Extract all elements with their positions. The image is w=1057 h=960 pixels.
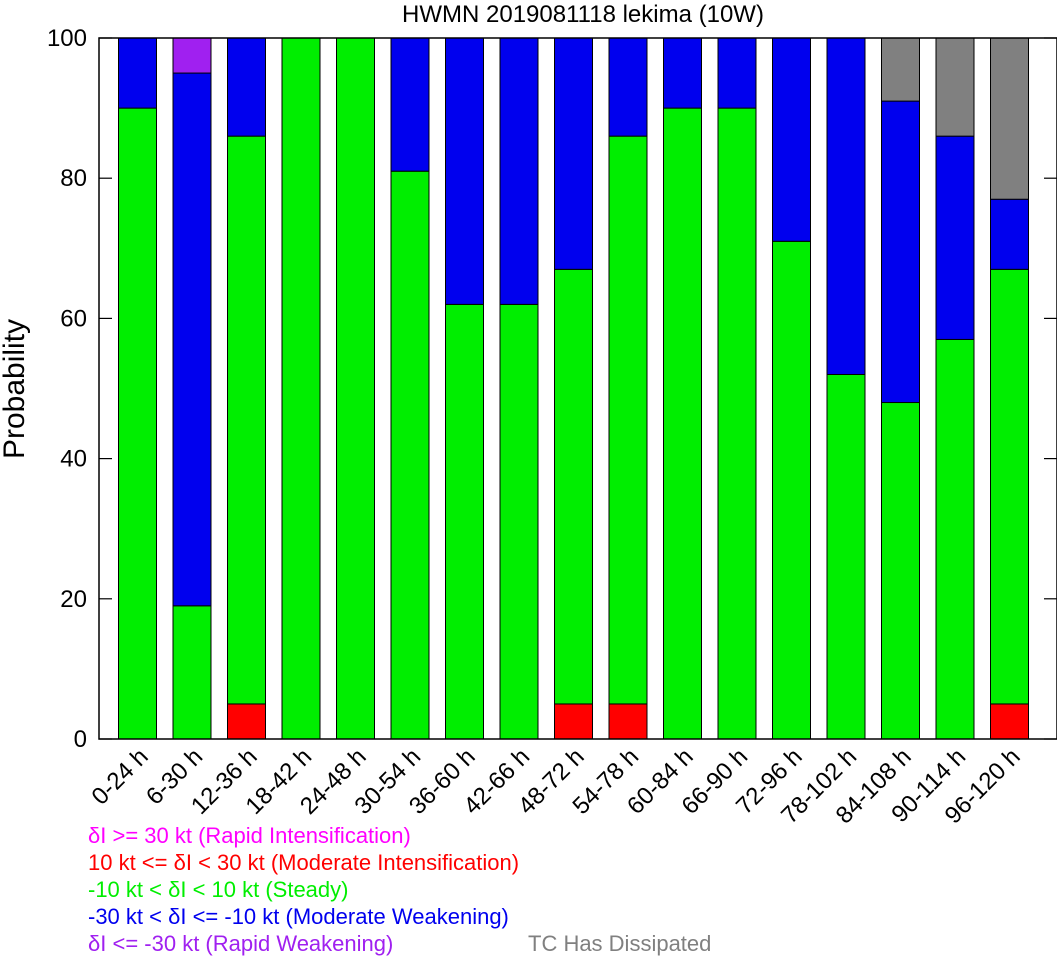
bar-segment xyxy=(881,100,920,404)
bar-segment xyxy=(445,37,484,305)
bar-segment xyxy=(118,107,157,740)
bar-segment xyxy=(608,703,648,740)
y-tick-label: 60 xyxy=(60,305,87,332)
bar-segment xyxy=(336,37,375,740)
bar-segment xyxy=(554,703,593,740)
bar-segment xyxy=(772,37,811,242)
bar-segment xyxy=(990,37,1029,200)
bar-segment xyxy=(390,37,430,172)
bar-segment xyxy=(227,703,266,740)
bar-segment xyxy=(554,37,593,270)
plot-frame xyxy=(98,37,1057,740)
x-axis: 0-24 h6-30 h12-36 h18-42 h24-48 h30-54 h… xyxy=(87,743,1026,829)
bar-segment xyxy=(990,198,1029,270)
legend-item-steady: -10 kt < δI < 10 kt (Steady) xyxy=(88,877,349,902)
bar-segment xyxy=(881,402,920,740)
bar-segment xyxy=(990,703,1029,740)
bar-segment xyxy=(826,373,866,740)
bar-segment xyxy=(281,37,321,740)
bar-segment xyxy=(390,170,430,740)
y-tick-label: 40 xyxy=(60,446,87,473)
bar-segment xyxy=(499,303,539,740)
y-tick-label: 80 xyxy=(60,165,87,192)
chart-title: HWMN 2019081118 lekima (10W) xyxy=(402,1,764,28)
bar-segment xyxy=(935,135,975,340)
bar-segment xyxy=(172,605,212,740)
bar-segment xyxy=(227,37,266,137)
y-tick-label: 20 xyxy=(60,586,87,613)
bar-segment xyxy=(118,37,157,109)
legend-item-rapid-weakening: δI <= -30 kt (Rapid Weakening) xyxy=(88,931,394,956)
bar-segment xyxy=(608,135,648,705)
bar-segment xyxy=(554,268,593,705)
y-tick-label: 0 xyxy=(74,726,87,753)
legend-item-dissipated: TC Has Dissipated xyxy=(528,931,712,956)
bar-segment xyxy=(990,268,1029,705)
bar-segment xyxy=(499,37,539,305)
legend-item-rapid-intensification: δI >= 30 kt (Rapid Intensification) xyxy=(88,823,411,848)
bars-group xyxy=(118,37,1029,740)
x-tick-label: 0-24 h xyxy=(87,743,154,810)
legend-item-moderate-intensification: 10 kt <= δI < 30 kt (Moderate Intensific… xyxy=(88,850,520,875)
bar-segment xyxy=(717,37,757,109)
legend-item-moderate-weakening: -30 kt < δI <= -10 kt (Moderate Weakenin… xyxy=(88,904,509,929)
y-tick-label: 100 xyxy=(47,25,87,52)
bar-segment xyxy=(826,37,866,375)
bar-segment xyxy=(935,37,975,137)
bar-segment xyxy=(172,37,212,74)
bar-segment xyxy=(663,107,702,740)
bar-segment xyxy=(445,303,484,740)
y-axis: 0 20 40 60 80 100 xyxy=(47,25,1057,753)
bar-segment xyxy=(881,37,920,102)
bar-segment xyxy=(172,72,212,607)
bar-segment xyxy=(608,37,648,137)
bar-segment xyxy=(717,107,757,740)
bar-segment xyxy=(935,338,975,740)
bar-segment xyxy=(663,37,702,109)
bar-segment xyxy=(772,240,811,740)
y-axis-label: Probability xyxy=(0,319,31,459)
bar-segment xyxy=(227,135,266,705)
